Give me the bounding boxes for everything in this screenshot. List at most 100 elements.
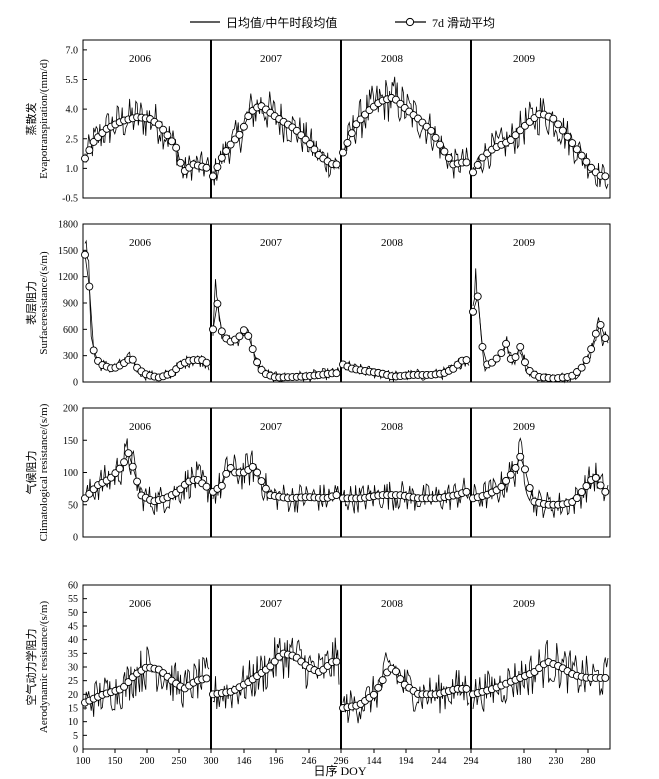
y-tick-label: 5.5 <box>66 75 79 86</box>
y-tick-label: 1.0 <box>66 164 79 175</box>
smooth-point <box>248 462 257 471</box>
smooth-point <box>511 464 520 472</box>
y-axis-label-zh: 气候阻力 <box>24 451 38 495</box>
y-tick-label: 0 <box>73 378 78 389</box>
smooth-point <box>85 146 94 155</box>
legend-smooth-label: 7d 滑动平均 <box>432 16 495 30</box>
x-tick-label: 194 <box>399 756 414 767</box>
smooth-point <box>120 682 129 691</box>
smooth-point <box>582 482 591 490</box>
smooth-point <box>128 462 137 471</box>
smooth-point <box>521 465 529 474</box>
smooth-point <box>511 131 520 140</box>
smooth-point <box>563 132 572 141</box>
smooth-point <box>378 676 387 685</box>
year-label: 2009 <box>513 53 536 65</box>
smooth-point <box>115 464 124 473</box>
smooth-point <box>213 299 222 308</box>
smooth-point <box>374 683 383 692</box>
x-tick-label: 100 <box>76 756 91 767</box>
smooth-point <box>89 346 98 355</box>
smooth-point <box>506 136 515 144</box>
smooth-point <box>473 292 482 301</box>
year-label: 2006 <box>129 598 152 610</box>
smooth-point <box>516 452 525 461</box>
smooth-point <box>133 477 142 486</box>
y-tick-label: 2.5 <box>66 134 79 145</box>
x-tick-label: 146 <box>237 756 252 767</box>
smooth-point <box>261 484 270 493</box>
y-axis-label-zh: 空气动力学阻力 <box>24 629 38 706</box>
y-axis-label-en: Evapotranspiration/(mm/d) <box>38 59 50 179</box>
smooth-point <box>601 172 610 181</box>
y-tick-label: 4.0 <box>66 105 79 116</box>
x-tick-label: 150 <box>108 756 123 767</box>
y-tick-label: 300 <box>63 351 78 362</box>
smooth-point <box>163 131 172 140</box>
y-tick-label: 55 <box>68 594 78 605</box>
smooth-point <box>497 482 506 491</box>
year-label: 2007 <box>260 237 283 249</box>
x-axis-label: 日序 DOY <box>314 763 367 778</box>
daily-series-line <box>212 450 340 513</box>
year-label: 2009 <box>513 421 536 433</box>
smooth-point <box>120 458 129 467</box>
y-tick-label: 40 <box>68 635 78 646</box>
y-tick-label: 25 <box>68 676 78 687</box>
smooth-point <box>209 325 217 334</box>
smooth-point <box>436 140 444 149</box>
smooth-point <box>235 332 244 341</box>
y-tick-label: 600 <box>63 325 78 336</box>
smooth-point <box>347 129 356 138</box>
smooth-point <box>444 154 453 162</box>
y-tick-label: 0 <box>73 533 78 544</box>
y-tick-label: 900 <box>63 299 78 310</box>
smooth-point <box>577 488 586 497</box>
y-tick-label: 50 <box>68 500 78 511</box>
smooth-point <box>81 250 89 259</box>
y-axis-label-zh: 蒸散发 <box>24 103 38 136</box>
year-label: 2007 <box>260 53 283 65</box>
smooth-point <box>202 674 211 683</box>
smooth-point <box>601 334 610 343</box>
smooth-point <box>222 469 231 478</box>
y-tick-label: 50 <box>68 608 78 619</box>
smooth-point <box>167 137 176 146</box>
daily-series-line <box>84 646 210 717</box>
y-axis-label-en: Surfaceresistance/(s/m) <box>38 251 50 355</box>
smooth-point <box>554 120 562 129</box>
smooth-point <box>525 484 534 492</box>
x-tick-label: 244 <box>432 756 447 767</box>
smooth-point <box>124 449 133 458</box>
year-label: 2008 <box>381 421 404 433</box>
panel-evapotranspiration: -0.5 1.0 2.5 4.0 5.5 7.0 蒸散发 Evapotranspiration… <box>24 39 611 205</box>
year-label: 2006 <box>129 237 152 249</box>
smooth-point <box>582 157 591 166</box>
smooth-point <box>369 690 378 699</box>
smooth-point <box>511 353 520 362</box>
smooth-point <box>502 339 511 348</box>
y-tick-label: 200 <box>63 404 78 415</box>
x-axis-ticks: 100 150 200 250 300 146 196 246 296 144 194 244 294 1… <box>76 749 596 767</box>
smooth-point <box>244 112 253 121</box>
y-tick-label: 100 <box>63 468 78 479</box>
smooth-point <box>462 684 471 693</box>
x-tick-label: 196 <box>269 756 284 767</box>
smooth-point <box>352 120 361 129</box>
year-label: 2006 <box>129 53 152 65</box>
smooth-point <box>431 133 440 142</box>
x-tick-label: 250 <box>172 756 187 767</box>
panel-climatological-resistance: 0 50 100 150 200 气候阻力 Climatological resistanc… <box>24 403 611 544</box>
smooth-point <box>473 161 482 169</box>
smooth-point <box>253 358 262 367</box>
year-label: 2008 <box>381 598 404 610</box>
x-tick-label: 200 <box>140 756 155 767</box>
smooth-point <box>332 491 341 500</box>
smooth-point <box>462 487 471 496</box>
smooth-point <box>469 168 477 177</box>
smooth-point <box>427 126 436 135</box>
smooth-point <box>596 320 605 329</box>
y-axis-label-en: Aerodynamic resistance/(s/m) <box>38 601 50 734</box>
smooth-point <box>577 363 586 372</box>
smooth-point <box>502 476 511 485</box>
